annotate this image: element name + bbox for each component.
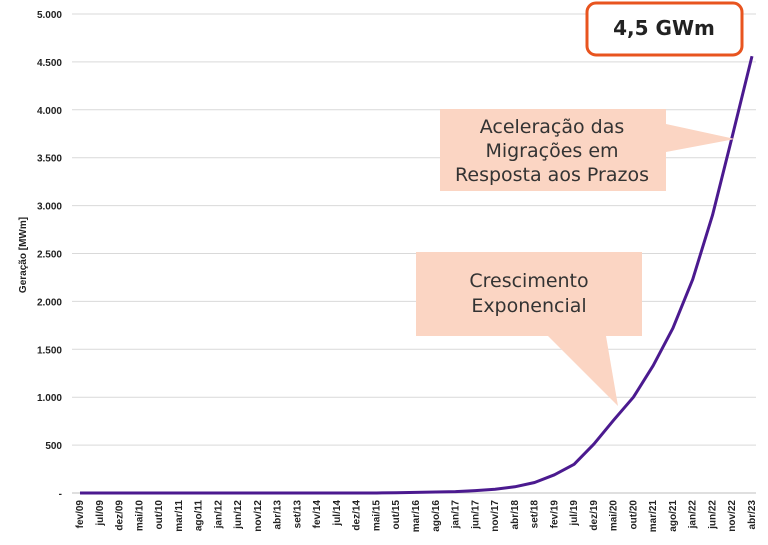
callout-acceleration: Aceleração das Migrações em Resposta aos… (440, 109, 735, 191)
callout-exponential-shape (416, 252, 642, 406)
y-tick-label: 2.500 (37, 250, 62, 261)
x-tick-label: nov/17 (490, 500, 501, 532)
x-tick-label: jan/17 (451, 500, 462, 530)
y-tick-label: 3.000 (37, 202, 62, 213)
x-axis-ticks: fev/09 jul/09 dez/09 mai/10 out/10 mar/11 ago/… (75, 500, 758, 533)
x-tick-label: mai/15 (371, 500, 382, 532)
y-tick-label: 4.500 (37, 58, 62, 69)
callout-acceleration-line1: Aceleração das (480, 116, 625, 138)
x-tick-label: ago/16 (431, 500, 442, 532)
x-tick-label: fev/14 (312, 500, 323, 529)
x-tick-label: out/20 (628, 500, 639, 530)
y-axis-label: Geração [MWm] (18, 217, 29, 293)
x-tick-label: dez/14 (352, 500, 363, 531)
x-tick-label: jul/19 (569, 500, 580, 527)
y-tick-label: 5.000 (37, 10, 62, 21)
x-tick-label: abr/13 (273, 500, 284, 530)
x-tick-label: ago/21 (668, 500, 679, 532)
x-tick-label: nov/22 (727, 500, 738, 532)
x-tick-label: nov/12 (253, 500, 264, 532)
callout-acceleration-line2: Migrações em (485, 140, 618, 162)
callout-exponential: Crescimento Exponencial (416, 252, 642, 406)
y-tick-label: 500 (45, 441, 62, 452)
x-tick-label: jun/22 (707, 500, 718, 530)
x-tick-label: jun/12 (233, 500, 244, 530)
x-tick-label: jul/09 (95, 500, 106, 527)
x-tick-label: set/13 (292, 500, 303, 529)
x-tick-label: dez/09 (115, 500, 126, 531)
x-tick-label: abr/18 (510, 500, 521, 530)
y-tick-label: 1.500 (37, 345, 62, 356)
total-badge-box (585, 1, 744, 57)
callout-acceleration-shape (440, 109, 735, 191)
y-tick-label: 3.500 (37, 154, 62, 165)
callout-acceleration-line3: Resposta aos Prazos (455, 164, 649, 186)
y-tick-label: 4.000 (37, 106, 62, 117)
total-badge: 4,5 GWm (585, 1, 744, 57)
x-tick-label: ago/11 (194, 500, 205, 532)
x-tick-label: mai/10 (134, 500, 145, 532)
y-tick-label: - (59, 489, 62, 500)
x-tick-label: mai/20 (609, 500, 620, 532)
x-tick-label: mar/21 (648, 500, 659, 533)
x-tick-label: fev/09 (75, 500, 86, 529)
callout-exponential-line1: Crescimento (469, 270, 588, 292)
callout-exponential-line2: Exponencial (471, 295, 586, 317)
x-tick-label: jan/12 (213, 500, 224, 530)
x-tick-label: out/15 (391, 500, 402, 530)
x-tick-label: abr/23 (747, 500, 758, 530)
x-tick-label: set/18 (530, 500, 541, 529)
x-tick-label: jun/17 (470, 500, 481, 530)
x-tick-label: fev/19 (549, 500, 560, 529)
total-badge-text: 4,5 GWm (613, 16, 715, 40)
x-tick-label: out/10 (154, 500, 165, 530)
x-tick-label: jan/22 (688, 500, 699, 530)
y-tick-label: 1.000 (37, 393, 62, 404)
x-tick-label: mar/11 (174, 500, 185, 532)
x-tick-label: mar/16 (411, 500, 422, 533)
y-axis-ticks: - 500 1.000 1.500 2.000 2.500 3.000 3.500 4.000 4… (37, 10, 62, 500)
x-tick-label: jul/14 (332, 500, 343, 527)
x-tick-label: dez/19 (589, 500, 600, 531)
gridlines (72, 13, 756, 494)
series-line (80, 55, 754, 495)
y-tick-label: 2.000 (37, 297, 62, 308)
